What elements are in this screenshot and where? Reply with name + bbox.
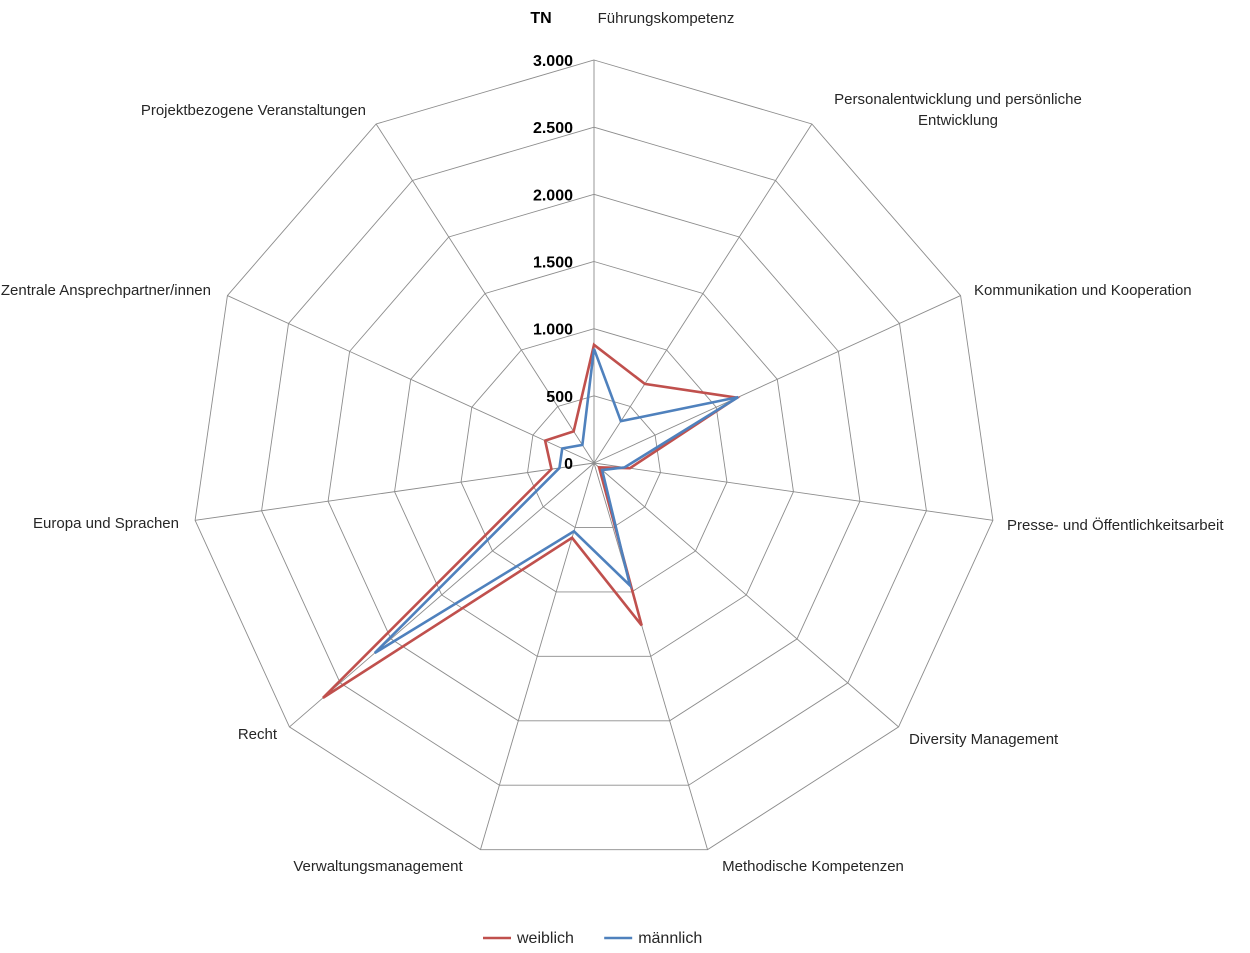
spoke-line [593,462,708,850]
spoke-line [227,295,595,464]
category-label: Kommunikation und Kooperation [974,282,1192,299]
spoke-line [375,123,595,464]
grid-ring [194,59,994,851]
grid-ring [394,261,794,657]
grid-ring [460,328,728,593]
spoke-line [195,462,595,521]
grid-ring [261,126,927,786]
tick-label: 500 [546,389,573,406]
tick-label: 1.000 [533,322,573,339]
spoke-line [593,462,899,728]
spoke-line [593,123,813,464]
category-label: Führungskompetenz [598,10,735,27]
grid-ring [327,193,861,722]
radial-axis-unit-label: TN [530,10,551,27]
chart-legend: weiblich männlich [483,930,702,947]
grid-ring [527,395,661,528]
category-label: Methodische Kompetenzen [722,858,904,875]
category-label: Diversity Management [909,731,1059,748]
category-label: Presse- und Öffentlichkeitsarbeit [1007,516,1224,534]
category-label: Verwaltungsmanagement [293,858,463,875]
spoke-line [593,462,993,521]
category-label: Zentrale Ansprechpartner/innen [1,282,211,299]
category-label: Projektbezogene Veranstaltungen [141,102,366,119]
series-line [322,342,741,699]
radar-tick-labels: 0 500 1.000 1.500 2.000 2.500 3.000 [533,53,573,473]
spoke-line [480,462,595,850]
category-label: Personalentwicklung und persönliche Entwi… [834,91,1082,129]
category-label: Europa und Sprachen [33,515,179,532]
tick-label: 1.500 [533,255,573,272]
legend-label: männlich [638,930,702,947]
radar-series [322,342,741,699]
spoke-line [289,462,595,728]
legend-label: weiblich [516,930,574,947]
spoke-line [593,295,961,464]
category-label: Recht [238,726,278,743]
radar-category-labels: Führungskompetenz Personalentwicklung und… [1,10,1224,875]
tick-label: 2.500 [533,120,573,137]
tick-label: 3.000 [533,53,573,70]
tick-label: 2.000 [533,187,573,204]
series-line [373,348,739,655]
radar-grid [194,59,994,851]
tick-label: 0 [564,456,573,473]
